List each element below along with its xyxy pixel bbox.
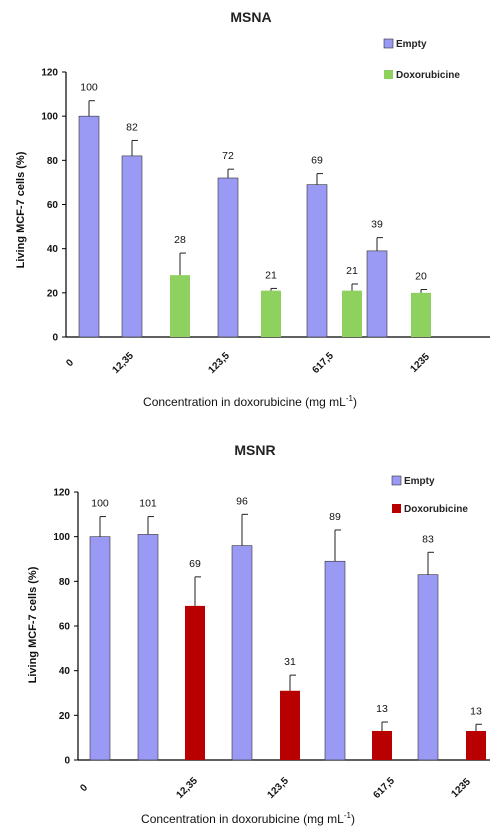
bar-empty — [417, 574, 439, 761]
data-label: 82 — [126, 121, 138, 133]
x-axis-title-text: Concentration in doxorubicine (mg mL — [141, 812, 344, 826]
bar-doxorubicine — [342, 290, 362, 337]
legend-label-empty: Empty — [404, 476, 435, 487]
x-tick-label: 123,5 — [206, 350, 232, 376]
data-label: 69 — [311, 155, 323, 167]
data-label: 100 — [91, 498, 109, 510]
data-label: 13 — [376, 703, 388, 715]
bar-doxorubicine — [466, 730, 486, 760]
y-tick-label: 80 — [47, 156, 59, 167]
legend-swatch-empty — [391, 475, 402, 486]
chart-title: MSNA — [230, 9, 271, 25]
x-tick-label: 617,5 — [310, 350, 336, 376]
data-label: 31 — [284, 656, 296, 668]
x-tick-label: 123,5 — [265, 775, 291, 801]
x-tick-label: 617,5 — [371, 775, 397, 801]
bar-empty — [366, 250, 388, 338]
y-tick-label: 20 — [47, 288, 59, 299]
legend-swatch-empty — [383, 38, 394, 49]
bar-doxorubicine — [170, 275, 190, 337]
legend-label-empty: Empty — [396, 39, 427, 50]
chart-2: MSNR 0 20 40 60 80 100 120 100 101 69 96 31 89 13 83 13 0… — [27, 442, 490, 826]
y-axis-title: Living MCF-7 cells (%) — [15, 151, 27, 268]
data-label: 13 — [470, 705, 482, 717]
y-tick-label: 100 — [53, 532, 70, 543]
data-label: 72 — [222, 150, 234, 162]
y-axis-title: Living MCF-7 cells (%) — [27, 566, 39, 683]
bar-empty — [89, 536, 111, 761]
bar-empty — [217, 177, 239, 338]
bar-empty — [324, 560, 346, 761]
y-tick-label: 120 — [41, 68, 58, 79]
bar-doxorubicine — [280, 690, 300, 760]
bar-doxorubicine — [411, 292, 431, 337]
data-label: 39 — [371, 219, 383, 231]
data-label: 28 — [174, 234, 186, 246]
y-tick-label: 40 — [47, 244, 59, 255]
x-axis-title-sup: -1 — [346, 394, 354, 403]
bar-empty — [78, 115, 100, 338]
data-label: 69 — [189, 558, 201, 570]
x-tick-label: 1235 — [408, 351, 432, 375]
bar-doxorubicine — [372, 730, 392, 760]
x-axis-title: Concentration in doxorubicine (mg mL-1) — [143, 394, 357, 409]
x-axis-title-suffix: ) — [351, 812, 355, 826]
bar-doxorubicine — [185, 605, 205, 760]
chart-title: MSNR — [234, 442, 275, 458]
legend-label-doxorubicine: Doxorubicine — [396, 70, 460, 81]
y-tick-label: 40 — [59, 666, 71, 677]
x-tick-label: 12,35 — [110, 350, 136, 376]
y-tick-label: 60 — [47, 200, 59, 211]
bar-doxorubicine — [261, 290, 281, 337]
y-tick-label: 100 — [41, 112, 58, 123]
data-label: 101 — [139, 498, 157, 510]
bar-empty — [137, 534, 159, 761]
x-tick-label: 0 — [64, 357, 76, 369]
chart-1: MSNA 0 20 40 60 80 100 120 100 82 28 72 21 69 21 39 20 0 1… — [15, 9, 490, 409]
y-tick-label: 20 — [59, 711, 71, 722]
y-tick-label: 120 — [53, 488, 70, 499]
y-tick-label: 0 — [64, 756, 70, 767]
y-tick-label: 60 — [59, 622, 71, 633]
x-axis-title: Concentration in doxorubicine (mg mL-1) — [141, 811, 355, 826]
data-label: 21 — [265, 269, 277, 281]
x-tick-label: 0 — [78, 782, 90, 794]
y-tick-label: 0 — [52, 333, 58, 344]
x-axis-title-text: Concentration in doxorubicine (mg mL — [143, 395, 346, 409]
data-label: 20 — [415, 271, 427, 283]
x-axis-title-sup: -1 — [344, 811, 352, 820]
legend-label-doxorubicine: Doxorubicine — [404, 504, 468, 515]
x-tick-label: 12,35 — [174, 775, 200, 801]
x-tick-label: 1235 — [449, 776, 473, 800]
bar-empty — [306, 184, 328, 338]
data-label: 96 — [236, 495, 248, 507]
bar-empty — [121, 155, 143, 338]
data-label: 21 — [346, 265, 358, 277]
legend-swatch-doxorubicine — [392, 504, 401, 513]
legend-swatch-doxorubicine — [384, 70, 393, 79]
data-label: 83 — [422, 533, 434, 545]
data-label: 89 — [329, 511, 341, 523]
x-axis-title-suffix: ) — [353, 395, 357, 409]
bar-empty — [231, 545, 253, 761]
y-tick-label: 80 — [59, 577, 71, 588]
data-label: 100 — [80, 82, 98, 94]
